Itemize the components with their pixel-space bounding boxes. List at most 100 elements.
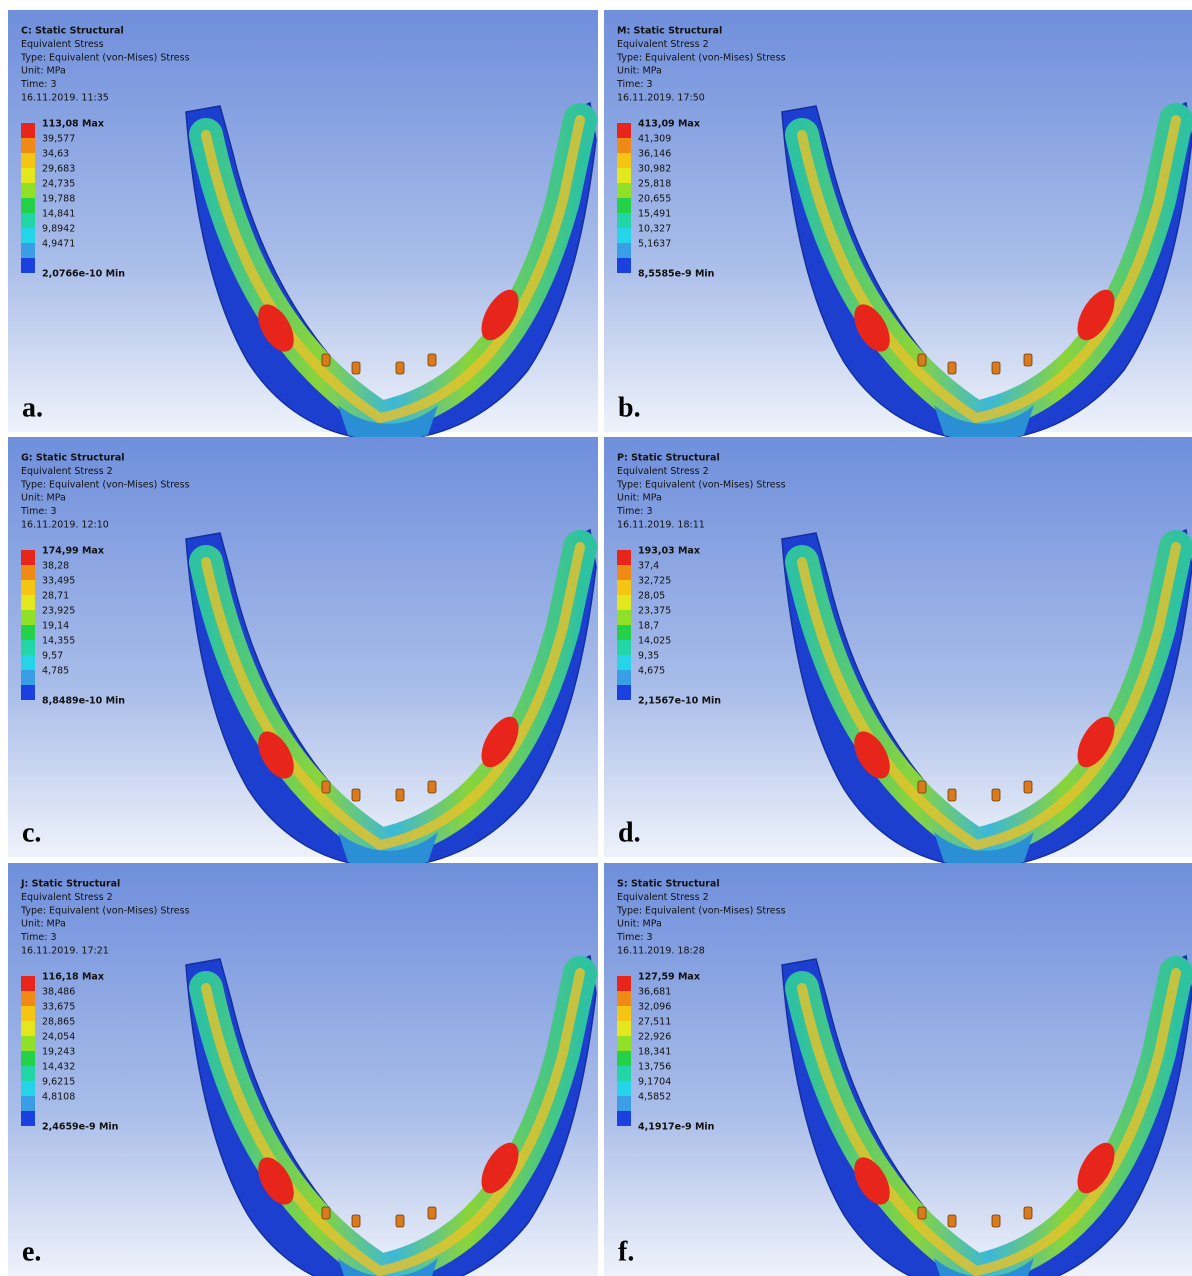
header-line: Type: Equivalent (von-Mises) Stress (20, 905, 190, 916)
legend-swatch (617, 1096, 631, 1111)
legend-swatch (617, 123, 631, 138)
legend-swatch (21, 1051, 35, 1066)
header-line: Equivalent Stress 2 (21, 892, 113, 903)
header-line: Unit: MPa (21, 493, 66, 504)
legend-swatch (21, 123, 35, 138)
legend-level: 37,4 (638, 561, 659, 572)
header-line: Unit: MPa (617, 66, 662, 77)
legend-level: 38,28 (42, 561, 69, 572)
implant (427, 1206, 437, 1220)
legend-level: 19,788 (42, 194, 75, 205)
header-line: Type: Equivalent (von-Mises) Stress (616, 905, 786, 916)
legend-swatch (617, 1021, 631, 1036)
header-line: Unit: MPa (21, 919, 66, 930)
panel-label: f. (618, 1236, 634, 1267)
header-line: Equivalent Stress (21, 39, 104, 50)
legend-level: 14,432 (42, 1062, 75, 1073)
implant (917, 1206, 927, 1220)
implant (351, 1214, 361, 1228)
legend-swatch (21, 550, 35, 565)
implant (947, 788, 957, 802)
legend-swatch (21, 1066, 35, 1081)
header-line: Time: 3 (616, 79, 653, 90)
panel: M: Static Structural Equivalent Stress 2 T… (604, 10, 1192, 441)
jaw-stress-core (201, 115, 585, 424)
implant (1023, 353, 1033, 367)
header-line: Type: Equivalent (von-Mises) Stress (616, 52, 786, 63)
header-line: 16.11.2019. 17:21 (21, 946, 109, 957)
stress-hotspot (854, 1157, 890, 1205)
legend-level: 41,309 (638, 134, 671, 145)
legend-swatch (617, 228, 631, 243)
legend-level: 20,655 (638, 194, 671, 205)
legend-swatch (21, 670, 35, 685)
legend-swatch (21, 580, 35, 595)
implant (991, 361, 1001, 375)
panel-label: d. (618, 817, 641, 848)
legend-swatch (21, 685, 35, 700)
legend-level: 18,341 (638, 1047, 671, 1058)
legend-max: 127,59 Max (638, 972, 700, 983)
legend-swatch (617, 565, 631, 580)
implant (427, 780, 437, 794)
legend-min: 2,0766e-10 Min (42, 269, 125, 280)
legend-level: 9,1704 (638, 1077, 671, 1088)
implant (395, 1214, 405, 1228)
stress-hotspot (1077, 289, 1115, 341)
legend-level: 13,756 (638, 1062, 671, 1073)
stress-hotspot (258, 731, 294, 779)
stress-hotspot (258, 1157, 294, 1205)
legend-level: 22,926 (638, 1032, 671, 1043)
legend-level: 24,735 (42, 179, 75, 190)
legend-swatch (21, 153, 35, 168)
legend-max: 174,99 Max (42, 546, 104, 557)
legend-level: 32,096 (638, 1002, 671, 1013)
legend-max: 193,03 Max (638, 546, 700, 557)
header-line: Time: 3 (20, 506, 57, 517)
legend-swatch (617, 625, 631, 640)
legend-level: 9,8942 (42, 224, 75, 235)
legend-level: 9,57 (42, 651, 63, 662)
legend-level: 4,5852 (638, 1092, 671, 1103)
legend-level: 4,8108 (42, 1092, 75, 1103)
legend-level: 19,243 (42, 1047, 75, 1058)
implant (427, 353, 437, 367)
legend-level: 28,71 (42, 591, 69, 602)
header-line: Time: 3 (616, 506, 653, 517)
legend-level: 14,355 (42, 636, 75, 647)
legend-swatch (21, 976, 35, 991)
legend-swatch (21, 138, 35, 153)
legend-level: 24,054 (42, 1032, 75, 1043)
legend-swatch (617, 550, 631, 565)
legend-level: 29,683 (42, 164, 75, 175)
legend-swatch (617, 258, 631, 273)
implant (321, 780, 331, 794)
legend-level: 14,841 (42, 209, 75, 220)
legend-min: 2,4659e-9 Min (42, 1122, 119, 1133)
legend-min: 8,8489e-10 Min (42, 696, 125, 707)
legend-level: 33,675 (42, 1002, 75, 1013)
legend-swatch (617, 1051, 631, 1066)
header-line: 16.11.2019. 18:11 (617, 520, 705, 531)
legend-swatch (21, 1021, 35, 1036)
implant (917, 780, 927, 794)
stress-hotspot (481, 289, 519, 341)
legend-level: 27,511 (638, 1017, 671, 1028)
legend-swatch (21, 183, 35, 198)
implant (395, 361, 405, 375)
header-line: Unit: MPa (617, 919, 662, 930)
legend-swatch (21, 625, 35, 640)
legend-swatch (21, 1111, 35, 1126)
panel-label: c. (22, 817, 41, 848)
implant (321, 1206, 331, 1220)
jaw-stress-core (797, 542, 1181, 851)
header-line: Time: 3 (616, 932, 653, 943)
header-line: Equivalent Stress 2 (21, 466, 113, 477)
legend-level: 4,675 (638, 666, 665, 677)
legend-swatch (617, 670, 631, 685)
legend-max: 116,18 Max (42, 972, 104, 983)
header-line: 16.11.2019. 11:35 (21, 93, 109, 104)
jaw-stress-core (797, 115, 1181, 424)
implant (991, 1214, 1001, 1228)
